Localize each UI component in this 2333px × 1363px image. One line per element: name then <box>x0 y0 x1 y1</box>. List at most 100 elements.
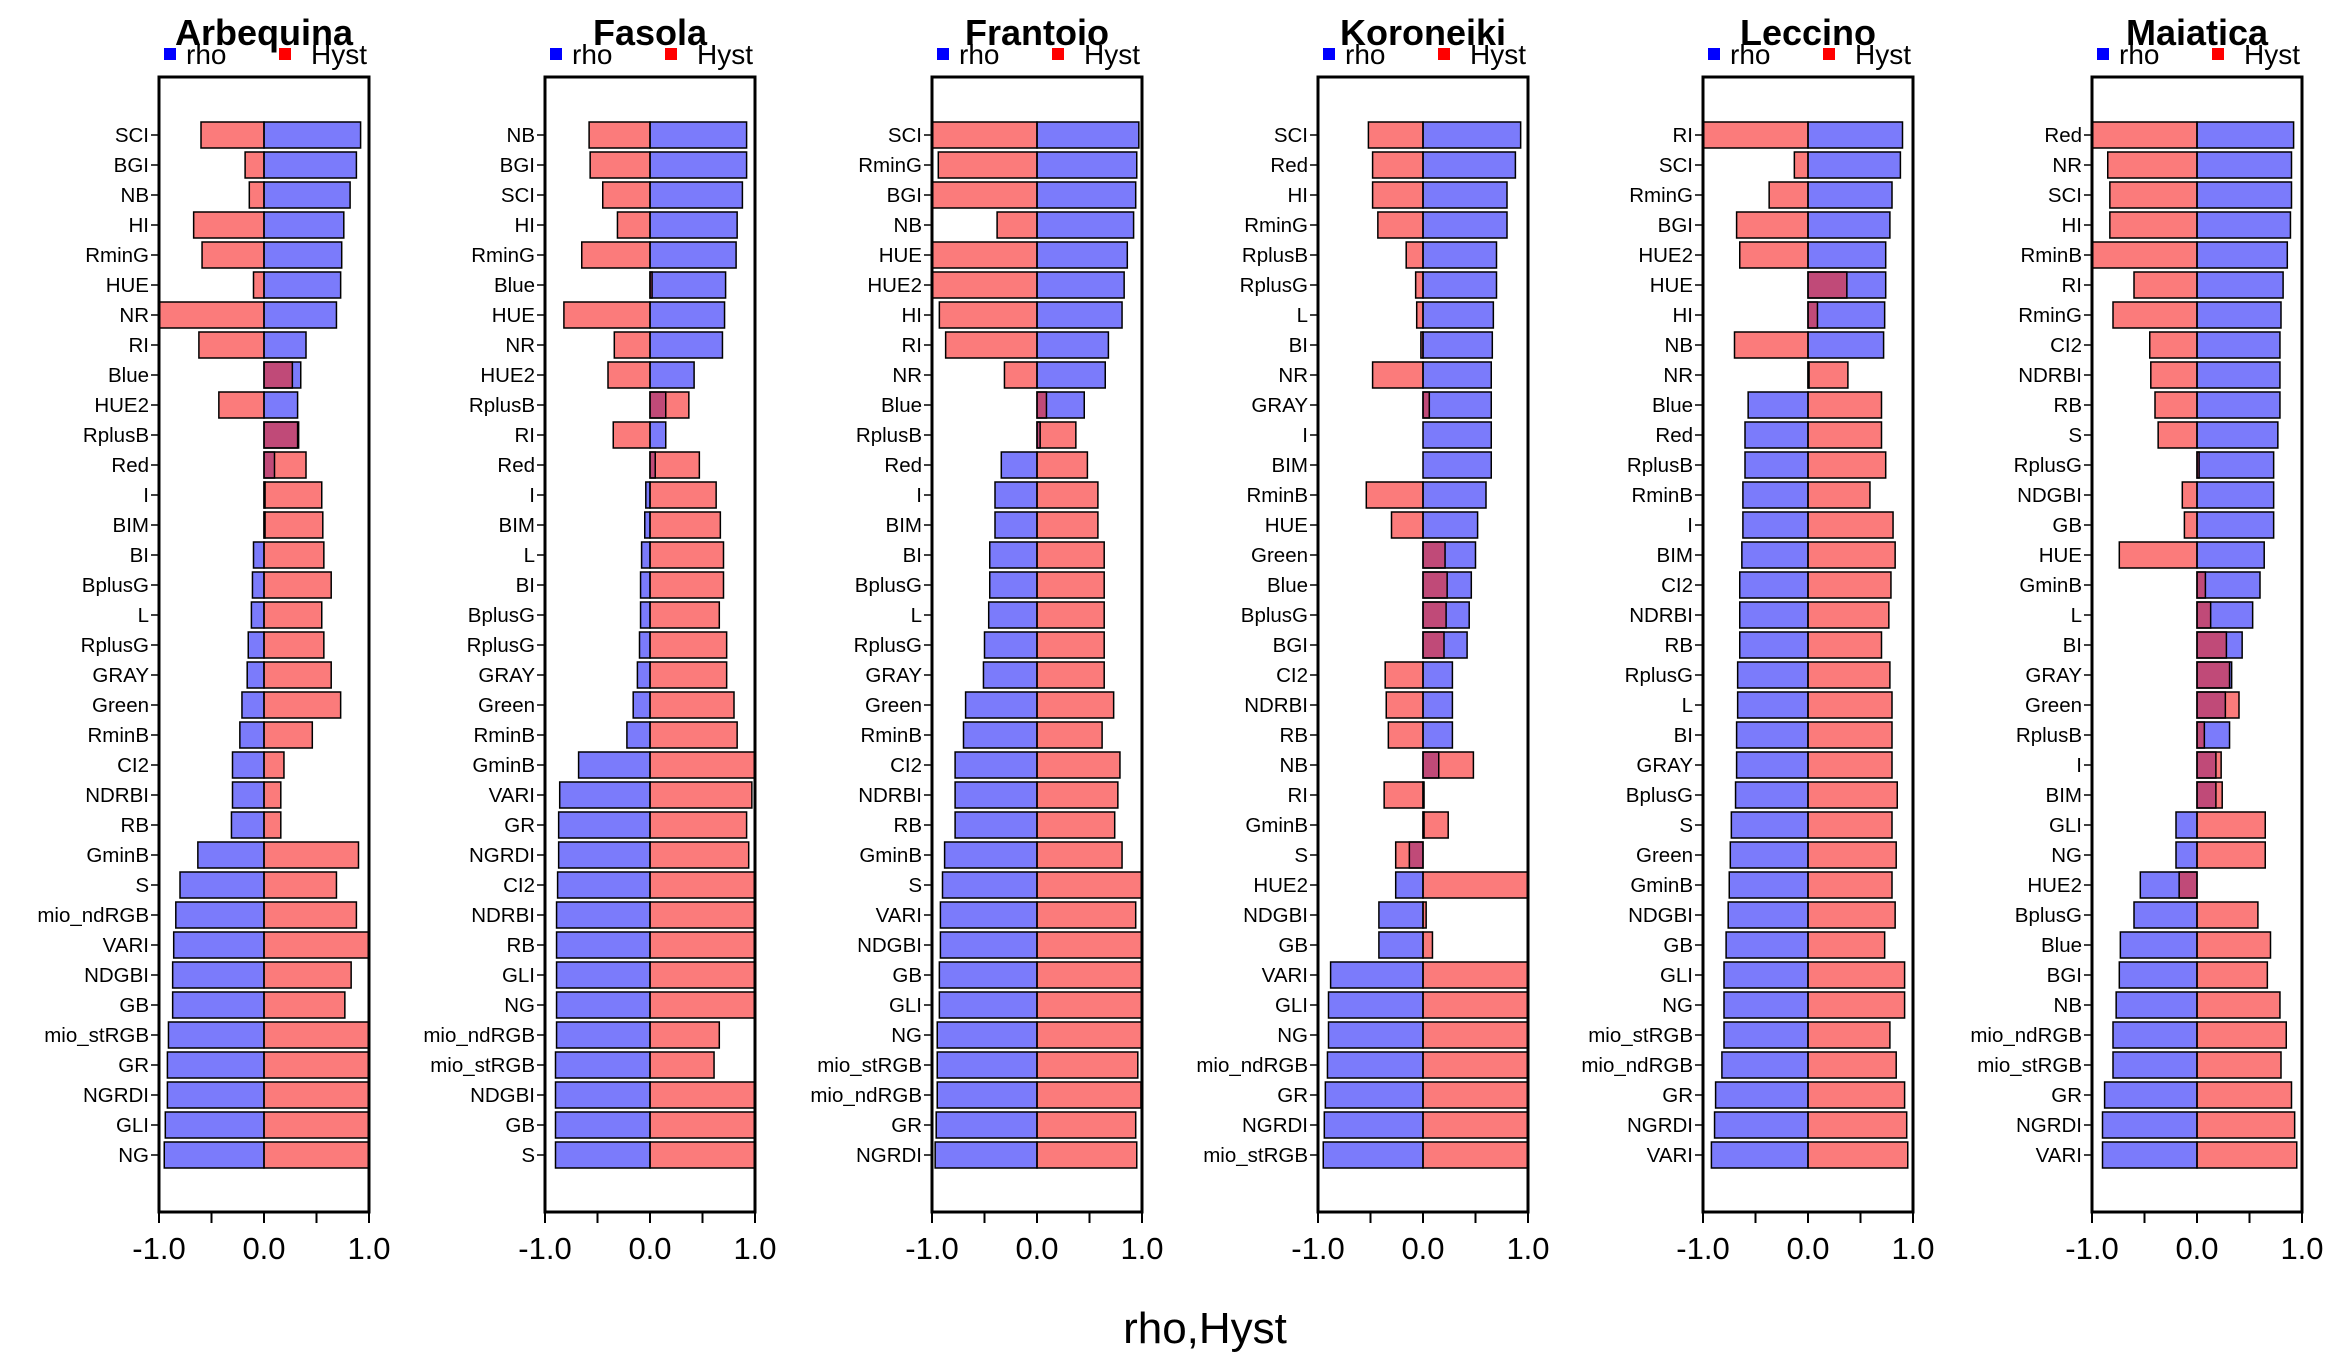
category-label: GR <box>1662 1084 1693 1107</box>
category-label: RminB <box>2020 244 2082 267</box>
hyst-bar <box>218 392 264 418</box>
rho-bar <box>2197 242 2288 268</box>
rho-bar <box>988 602 1037 628</box>
hyst-bar-outline <box>1807 901 1896 929</box>
category-label: mio_stRGB <box>817 1054 922 1077</box>
hyst-bar <box>264 1142 369 1168</box>
rho-bar <box>556 992 650 1018</box>
hyst-bar <box>1808 902 1896 928</box>
overlap-bar <box>264 422 298 448</box>
hyst-bar <box>2182 482 2197 508</box>
bar-row: L <box>911 601 1105 629</box>
rho-bar <box>640 572 650 598</box>
hyst-bar <box>1037 662 1105 688</box>
category-label: HI <box>2062 214 2083 237</box>
hyst-bar <box>1808 602 1889 628</box>
bar-row: NR <box>892 361 1106 389</box>
category-label: SCI <box>115 124 149 147</box>
hyst-bar-outline <box>2196 751 2222 779</box>
hyst-bar-outline <box>1422 571 1448 599</box>
category-label: I <box>1687 514 1693 537</box>
hyst-bar-outline <box>1735 211 1809 239</box>
rho-bar <box>1745 422 1808 448</box>
hyst-bar <box>1037 752 1120 778</box>
hyst-bar <box>581 242 650 268</box>
category-label: NDGBI <box>857 934 922 957</box>
rho-bar <box>264 392 298 418</box>
legend-label-hyst: Hyst <box>1084 39 1140 70</box>
category-label: VARI <box>1262 964 1308 987</box>
category-label: NB <box>894 214 922 237</box>
hyst-bar-outline <box>1384 661 1424 689</box>
category-label: NG <box>1277 1024 1308 1047</box>
category-label: SCI <box>888 124 922 147</box>
category-label: NDRBI <box>858 784 922 807</box>
category-label: GR <box>504 814 535 837</box>
rho-bar <box>2197 512 2274 538</box>
rho-bar <box>1742 482 1808 508</box>
rho-bar <box>1735 782 1808 808</box>
bar-row: L <box>1297 301 1495 329</box>
hyst-bar <box>2158 422 2197 448</box>
rho-bar <box>2197 422 2278 448</box>
hyst-bar-outline <box>2196 1111 2296 1139</box>
hyst-bar-outline <box>649 721 738 749</box>
bar-row: SCI <box>1659 151 1902 179</box>
category-label: BIM <box>1657 544 1693 567</box>
bar-row: BIM <box>886 511 1099 539</box>
hyst-bar-outline <box>1733 331 1809 359</box>
category-label: RB <box>2054 394 2082 417</box>
bar-row: RI <box>129 331 307 359</box>
rho-bar <box>264 122 361 148</box>
hyst-bar <box>1037 1082 1141 1108</box>
hyst-bar-outline <box>1422 901 1427 929</box>
hyst-bar <box>1423 1052 1528 1078</box>
rho-bar <box>2197 482 2274 508</box>
category-label: I <box>529 484 535 507</box>
hyst-bar <box>1808 1052 1897 1078</box>
bar-row: Red <box>884 451 1089 479</box>
hyst-bar-outline <box>649 451 701 479</box>
hyst-bar-outline <box>1036 841 1123 869</box>
bar-row: BIM <box>499 511 722 539</box>
rho-bar <box>555 1142 650 1168</box>
overlap-bar <box>2197 722 2205 748</box>
category-label: GminB <box>1245 814 1308 837</box>
hyst-bar <box>2109 212 2197 238</box>
rho-bar <box>1808 332 1884 358</box>
hyst-bar-outline <box>2196 811 2266 839</box>
hyst-bar <box>2197 932 2271 958</box>
bar-row: L <box>1682 691 1893 719</box>
category-label: GB <box>892 964 922 987</box>
category-label: NR <box>1663 364 1693 387</box>
bar-row: BGI <box>500 151 748 179</box>
bar-row: RplusG <box>467 631 728 659</box>
category-label: HUE2 <box>480 364 535 387</box>
rho-bar <box>944 842 1037 868</box>
overlap-bar <box>1409 842 1423 868</box>
bar-row: mio_stRGB <box>1588 1021 1891 1049</box>
rho-bar <box>940 932 1037 958</box>
hyst-bar-outline <box>1807 661 1891 689</box>
hyst-bar <box>1037 1052 1138 1078</box>
hyst-bar <box>650 902 755 928</box>
bar-row: GB <box>2052 511 2275 539</box>
bar-row: mio_ndRGB <box>37 901 358 929</box>
rho-bar <box>650 302 725 328</box>
bar-row: GB <box>1278 931 1434 959</box>
hyst-bar <box>650 1082 755 1108</box>
hyst-bar <box>2197 812 2266 838</box>
category-label: CI2 <box>503 874 535 897</box>
hyst-bar-outline <box>1394 841 1424 869</box>
bar-row: HUE <box>879 241 1129 269</box>
hyst-bar <box>650 542 724 568</box>
rho-bar <box>2197 272 2284 298</box>
category-label: HUE2 <box>1638 244 1693 267</box>
legend-label-hyst: Hyst <box>697 39 753 70</box>
bar-row: BIM <box>2046 781 2223 809</box>
bar-row: Green <box>1636 841 1897 869</box>
legend-label-rho: rho <box>1730 39 1770 70</box>
hyst-bar <box>2109 182 2197 208</box>
rho-bar <box>2176 812 2197 838</box>
